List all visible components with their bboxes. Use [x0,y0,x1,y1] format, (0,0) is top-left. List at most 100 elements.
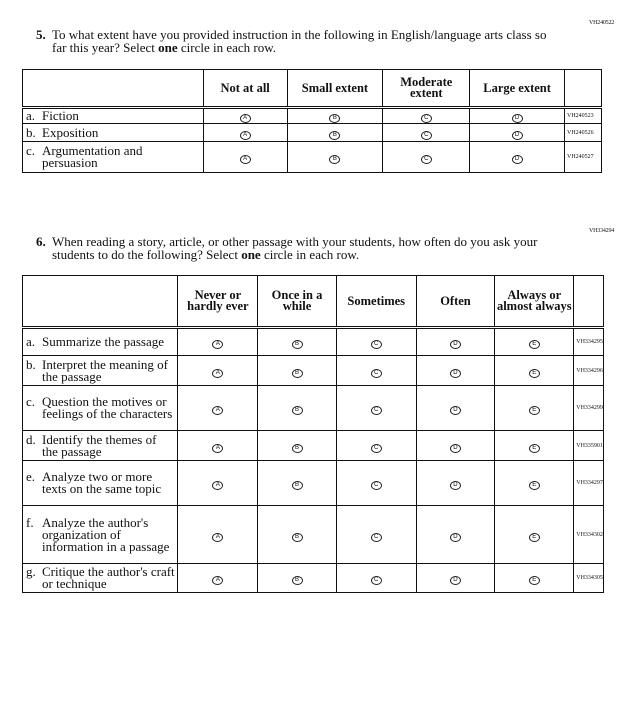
response-bubble-c[interactable]: C [370,406,382,415]
response-bubble-c[interactable]: C [370,481,382,490]
row-label: Question the motives or feelings of the … [42,394,173,421]
response-bubble-b[interactable]: B [291,406,303,415]
column-header: Once in a while [257,275,337,328]
response-bubble-e[interactable]: E [528,481,540,490]
response-bubble-b[interactable]: B [291,576,303,585]
response-bubble-a[interactable]: A [212,340,224,349]
row-letter: d. [26,431,36,447]
question-text-end: circle in each row. [260,247,360,262]
row-code: VH240526 [563,123,603,142]
header-blank [21,275,179,328]
response-bubble-a[interactable]: A [212,481,224,490]
response-bubble-d[interactable]: D [449,443,461,453]
question-text-end: circle in each row. [177,40,277,55]
row-label: Summarize the passage [42,334,165,349]
response-bubble-a[interactable]: A [212,368,224,378]
response-bubble-b[interactable]: B [291,481,303,490]
response-bubble-d[interactable]: D [449,532,461,542]
response-bubble-c[interactable]: C [370,368,382,378]
response-bubble-c[interactable]: C [420,155,432,164]
response-bubble-c[interactable]: C [370,340,382,349]
response-bubble-a[interactable]: A [239,130,251,140]
table-row: g. Critique the author's craft or techniq… [21,563,604,593]
response-bubble-a[interactable]: A [212,443,224,453]
column-header: Small extent [286,69,384,108]
response-bubble-d[interactable]: D [449,481,461,490]
response-bubble-b[interactable]: B [329,130,341,140]
response-bubble-c[interactable]: C [370,443,382,453]
table-row: f. Analyze the author's organization of i… [21,505,604,564]
row-code: VH334296 [573,355,604,386]
question-5: 5. To what extent have you provided inst… [36,28,556,54]
response-bubble-e[interactable]: E [528,443,540,453]
response-bubble-e[interactable]: E [528,406,540,415]
column-header: Sometimes [335,275,417,328]
row-letter: f. [26,514,34,530]
response-bubble-a[interactable]: A [212,406,224,415]
response-bubble-b[interactable]: B [291,368,303,378]
response-bubble-a[interactable]: A [239,114,251,123]
question-6-table: Never or hardly ever Once in a while Somet… [21,275,604,593]
table-row: a. Summarize the passage A B C D E VH334295 [21,327,604,356]
response-bubble-b[interactable]: B [291,532,303,542]
response-bubble-e[interactable]: E [528,340,540,349]
response-bubble-d[interactable]: D [511,130,523,140]
response-bubble-c[interactable]: C [420,130,432,140]
table-row: b. Exposition A B C D VH240526 [22,123,603,142]
response-bubble-d[interactable]: D [511,155,523,164]
row-code: VH334305 [573,563,604,593]
response-bubble-a[interactable]: A [212,532,224,542]
question-number: 5. [36,27,46,42]
row-letter: a. [26,334,36,349]
row-code: VH334299 [573,385,604,431]
table-row: e. Analyze two or more texts on the same … [21,460,604,506]
row-label: Analyze the author's organization of inf… [42,514,170,554]
response-bubble-d[interactable]: D [449,406,461,415]
column-header: Always or almost always [494,275,575,328]
emphasis: one [241,247,261,262]
row-code: VH240523 [563,107,603,124]
row-code: VH334302 [573,505,604,564]
response-bubble-b[interactable]: B [329,155,341,164]
column-header: Moderate extent [382,69,471,108]
row-code: VH240527 [563,141,603,173]
response-bubble-d[interactable]: D [511,114,523,123]
response-bubble-a[interactable]: A [239,155,251,164]
response-bubble-a[interactable]: A [212,576,224,585]
row-label: Fiction [42,108,79,123]
row-label: Argumentation and persuasion [42,143,143,170]
response-bubble-c[interactable]: C [370,532,382,542]
row-letter: g. [26,564,36,579]
row-code: VH334295 [573,327,604,356]
question-5-table: Not at all Small extent Moderate extent Lar… [22,69,603,173]
response-bubble-b[interactable]: B [329,114,341,123]
row-label: Analyze two or more texts on the same to… [42,469,162,496]
column-header: Not at all [202,69,288,108]
question-text: To what extent have you provided instruc… [52,27,547,55]
row-letter: c. [26,143,36,158]
question-code: VH334294 [589,228,615,234]
row-label: Interpret the meaning of the passage [42,356,168,384]
question-6: 6. When reading a story, article, or oth… [36,235,556,261]
response-bubble-e[interactable]: E [528,368,540,378]
response-bubble-c[interactable]: C [370,576,382,585]
response-bubble-d[interactable]: D [449,576,461,585]
response-bubble-b[interactable]: B [291,443,303,453]
row-letter: a. [26,108,36,123]
emphasis: one [158,40,178,55]
response-bubble-c[interactable]: C [420,114,432,123]
response-bubble-e[interactable]: E [528,576,540,585]
response-bubble-d[interactable]: D [449,368,461,378]
row-label: Critique the author's craft or technique [42,564,175,591]
table-row: a. Fiction A B C D VH240523 [22,107,603,124]
response-bubble-d[interactable]: D [449,340,461,349]
column-header: Often [415,275,496,328]
row-letter: c. [26,394,36,409]
header-blank [22,69,204,108]
response-bubble-b[interactable]: B [291,340,303,349]
table-row: b. Interpret the meaning of the passage A B… [21,355,604,386]
row-label: Identify the themes of the passage [42,431,157,459]
response-bubble-e[interactable]: E [528,532,540,542]
row-code: VH334297 [573,460,604,506]
header-code-blank [573,275,604,328]
